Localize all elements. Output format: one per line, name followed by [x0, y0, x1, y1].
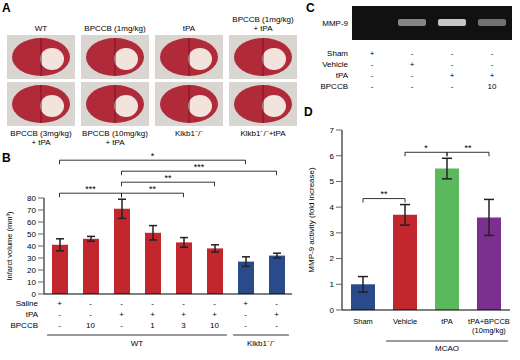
svg-text:10: 10	[86, 321, 95, 330]
svg-text:2: 2	[330, 254, 335, 263]
svg-text:Klkb1⁻/⁻: Klkb1⁻/⁻	[175, 129, 203, 138]
svg-text:MMP-9: MMP-9	[322, 19, 348, 28]
svg-text:tPA: tPA	[336, 71, 349, 80]
svg-text:-: -	[244, 310, 247, 319]
svg-text:+: +	[274, 310, 279, 319]
svg-text:C: C	[306, 1, 315, 15]
svg-text:-: -	[411, 49, 414, 58]
svg-text:60: 60	[27, 218, 36, 227]
svg-text:+: +	[212, 310, 217, 319]
svg-text:-: -	[120, 299, 123, 308]
svg-text:10: 10	[27, 278, 36, 287]
svg-text:10: 10	[488, 82, 497, 91]
svg-text:**: **	[380, 189, 388, 199]
svg-text:0: 0	[32, 290, 37, 299]
svg-text:Saline: Saline	[16, 299, 39, 308]
svg-text:+ tPA: + tPA	[253, 24, 273, 33]
svg-text:(10mg/kg): (10mg/kg)	[472, 326, 506, 335]
svg-text:50: 50	[27, 230, 36, 239]
svg-text:+: +	[57, 299, 62, 308]
svg-text:10: 10	[210, 321, 219, 330]
svg-text:-: -	[89, 299, 92, 308]
svg-text:-: -	[275, 299, 278, 308]
svg-text:Klkb1⁻/⁻: Klkb1⁻/⁻	[247, 339, 275, 348]
svg-text:1: 1	[330, 280, 335, 289]
svg-text:-: -	[58, 321, 61, 330]
svg-text:80: 80	[27, 194, 36, 203]
svg-text:BPCCB: BPCCB	[10, 321, 38, 330]
svg-text:+ tPA: + tPA	[105, 138, 125, 147]
svg-text:D: D	[304, 105, 313, 119]
svg-text:+: +	[150, 310, 155, 319]
svg-text:A: A	[2, 1, 11, 15]
svg-text:30: 30	[27, 254, 36, 263]
svg-text:-: -	[491, 60, 494, 69]
svg-text:-: -	[371, 60, 374, 69]
svg-text:-: -	[491, 49, 494, 58]
svg-text:BPCCB (10mg/kg): BPCCB (10mg/kg)	[82, 129, 148, 138]
svg-text:+: +	[490, 71, 495, 80]
svg-text:+: +	[119, 310, 124, 319]
svg-text:-: -	[89, 310, 92, 319]
svg-text:4: 4	[330, 203, 335, 212]
svg-text:***: ***	[85, 184, 96, 194]
svg-text:BPCCB (1mg/kg): BPCCB (1mg/kg)	[84, 24, 146, 33]
svg-text:BPCCB: BPCCB	[320, 82, 348, 91]
svg-text:Sham: Sham	[353, 317, 373, 326]
svg-text:+ tPA: + tPA	[31, 138, 51, 147]
svg-text:tPA: tPA	[441, 317, 453, 326]
svg-text:-: -	[58, 310, 61, 319]
svg-text:1: 1	[150, 321, 155, 330]
svg-text:3: 3	[181, 321, 186, 330]
svg-text:-: -	[151, 299, 154, 308]
svg-text:Infarct volume (mm³): Infarct volume (mm³)	[5, 211, 14, 281]
svg-text:*: *	[151, 151, 155, 161]
svg-text:Vehicle: Vehicle	[322, 60, 348, 69]
svg-text:**: **	[164, 173, 172, 183]
svg-text:-: -	[371, 71, 374, 80]
svg-text:+: +	[370, 49, 375, 58]
svg-text:40: 40	[27, 242, 36, 251]
svg-text:tPA: tPA	[26, 310, 39, 319]
svg-text:20: 20	[27, 266, 36, 275]
svg-text:*: *	[424, 143, 428, 153]
svg-text:7: 7	[330, 126, 335, 135]
svg-text:-: -	[182, 299, 185, 308]
svg-text:tPA: tPA	[183, 24, 196, 33]
svg-text:3: 3	[330, 229, 335, 238]
svg-text:-: -	[371, 82, 374, 91]
svg-text:-: -	[275, 321, 278, 330]
svg-text:BPCCB (3mg/kg): BPCCB (3mg/kg)	[10, 129, 72, 138]
svg-text:MMP-9 activity (fold increase): MMP-9 activity (fold increase)	[307, 167, 316, 273]
svg-text:MCAO: MCAO	[435, 344, 459, 353]
svg-text:+: +	[243, 299, 248, 308]
svg-text:Sham: Sham	[327, 49, 348, 58]
svg-text:tPA+BPCCB: tPA+BPCCB	[468, 317, 510, 326]
svg-text:+: +	[181, 310, 186, 319]
svg-text:5: 5	[330, 177, 335, 186]
svg-text:-: -	[213, 299, 216, 308]
svg-text:B: B	[2, 151, 11, 165]
svg-text:-: -	[451, 82, 454, 91]
svg-text:**: **	[149, 184, 157, 194]
svg-text:WT: WT	[131, 339, 144, 348]
svg-text:-: -	[120, 321, 123, 330]
svg-text:-: -	[451, 49, 454, 58]
svg-text:-: -	[244, 321, 247, 330]
svg-text:**: **	[464, 143, 472, 153]
svg-text:Vehicle: Vehicle	[393, 317, 417, 326]
svg-text:70: 70	[27, 206, 36, 215]
svg-text:6: 6	[330, 152, 335, 161]
svg-text:+: +	[410, 60, 415, 69]
svg-text:Klkb1⁻/⁻+tPA: Klkb1⁻/⁻+tPA	[240, 129, 286, 138]
svg-text:-: -	[451, 60, 454, 69]
svg-text:0: 0	[330, 306, 335, 315]
svg-text:BPCCB (1mg/kg): BPCCB (1mg/kg)	[232, 15, 294, 24]
svg-text:***: ***	[194, 162, 205, 172]
svg-text:+: +	[450, 71, 455, 80]
svg-text:-: -	[411, 82, 414, 91]
svg-text:WT: WT	[35, 24, 48, 33]
svg-text:-: -	[411, 71, 414, 80]
